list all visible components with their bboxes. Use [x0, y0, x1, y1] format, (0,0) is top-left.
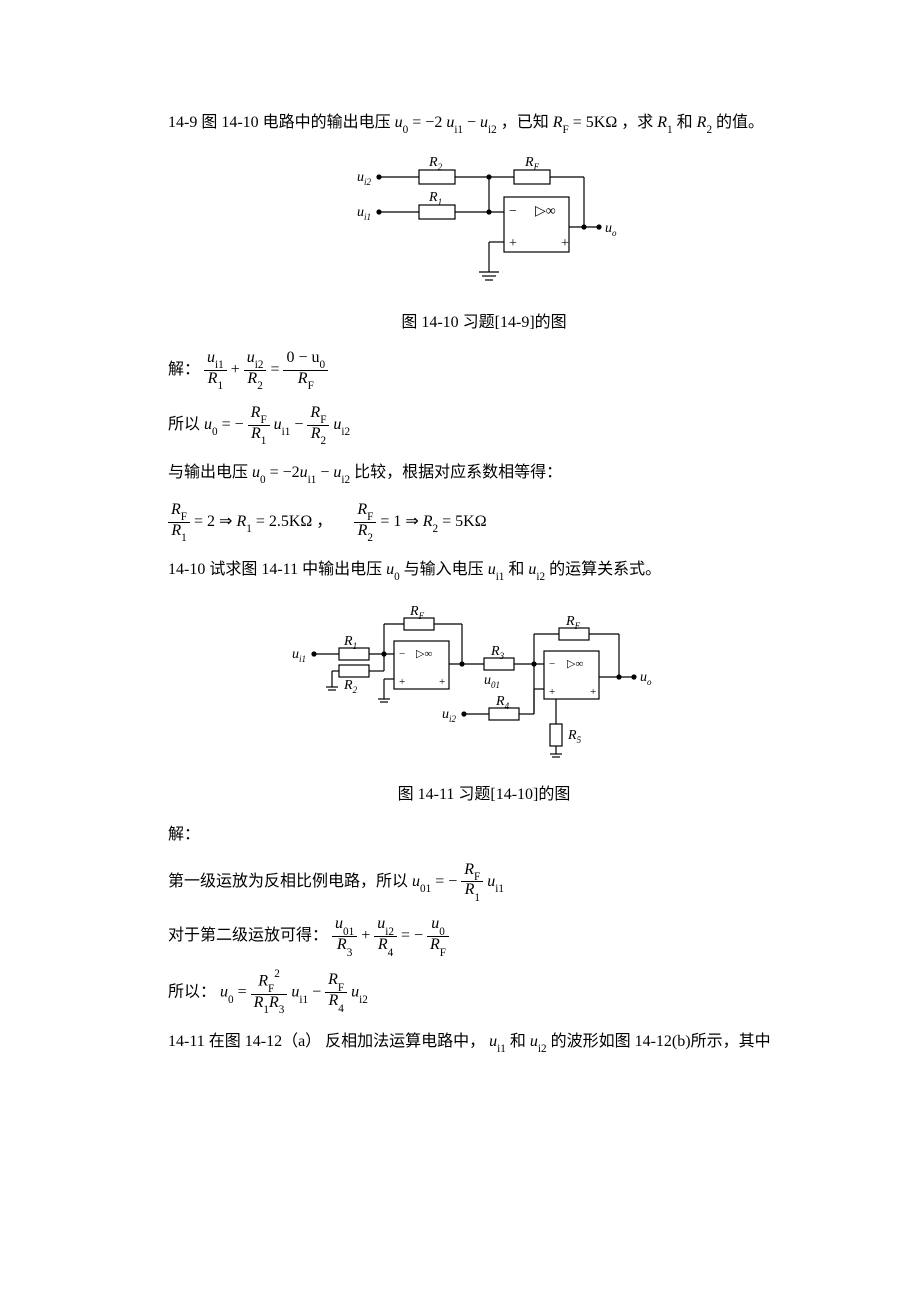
- svg-text:+: +: [509, 236, 517, 251]
- problem-14-9: 14-9 图 14-10 电路中的输出电压 u0 = −2 ui1 − ui2 …: [168, 110, 800, 138]
- figure-14-11: ui1 R1 R2 RF − + ▷∞ + R3 u01 ui2 R4 RF −…: [168, 599, 800, 774]
- svg-text:−: −: [509, 204, 517, 219]
- svg-text:+: +: [590, 686, 596, 698]
- solve-14-10-stage2: 对于第二级运放可得： u01R3 + ui2R4 = − u0RF: [168, 916, 800, 957]
- solve-14-9-eq1: 解： ui1R1 + ui2R2 = 0 − u0RF: [168, 350, 800, 391]
- svg-text:ui1: ui1: [357, 205, 371, 222]
- svg-text:R1: R1: [428, 190, 442, 207]
- svg-text:+: +: [399, 676, 405, 688]
- svg-text:R3: R3: [490, 644, 505, 661]
- figure-14-11-caption: 图 14-11 习题[14-10]的图: [168, 780, 800, 804]
- problem-14-11: 14-11 在图 14-12（a） 反相加法运算电路中， ui1 和 ui2 的…: [168, 1029, 800, 1057]
- svg-text:+: +: [549, 686, 555, 698]
- svg-text:ui2: ui2: [357, 170, 372, 187]
- figure-14-10-caption: 图 14-10 习题[14-9]的图: [168, 308, 800, 332]
- svg-text:−: −: [399, 648, 405, 660]
- svg-text:u01: u01: [484, 673, 500, 690]
- circuit-diagram-14-10: ui2 ui1 R2 R1 RF − + ▷∞ + uo: [339, 152, 629, 302]
- svg-text:R5: R5: [567, 728, 582, 745]
- svg-text:+: +: [439, 676, 445, 688]
- figure-14-10: ui2 ui1 R2 R1 RF − + ▷∞ + uo: [168, 152, 800, 302]
- svg-text:uo: uo: [640, 670, 652, 687]
- svg-text:R2: R2: [343, 678, 358, 695]
- solve-14-10-jie: 解：: [168, 822, 800, 848]
- solve-14-9-compare: 与输出电压 u0 = −2ui1 − ui2 比较，根据对应系数相等得：: [168, 460, 800, 488]
- solve-14-10-final: 所以： u0 = RF2 R1R3 ui1 − RFR4 ui2: [168, 971, 800, 1014]
- solve-14-10-stage1: 第一级运放为反相比例电路，所以 u01 = − RFR1 ui1: [168, 862, 800, 903]
- svg-text:RF: RF: [409, 604, 425, 621]
- solve-14-9-eq3: RFR1 = 2 ⇒ R1 = 2.5KΩ ， RFR2 = 1 ⇒ R2 = …: [168, 502, 800, 543]
- svg-text:ui1: ui1: [292, 647, 306, 664]
- solve-14-9-eq2: 所以 u0 = − RFR1 ui1 − RFR2 ui2: [168, 405, 800, 446]
- svg-text:R1: R1: [343, 634, 357, 651]
- svg-text:▷∞: ▷∞: [535, 204, 556, 219]
- svg-text:RF: RF: [565, 614, 581, 631]
- page: 14-9 图 14-10 电路中的输出电压 u0 = −2 ui1 − ui2 …: [0, 0, 920, 1302]
- svg-text:uo: uo: [605, 221, 617, 238]
- svg-text:RF: RF: [524, 155, 540, 172]
- svg-text:R4: R4: [495, 694, 510, 711]
- svg-text:+: +: [561, 236, 569, 251]
- svg-text:▷∞: ▷∞: [567, 658, 583, 670]
- svg-text:ui2: ui2: [442, 707, 457, 724]
- circuit-diagram-14-11: ui1 R1 R2 RF − + ▷∞ + R3 u01 ui2 R4 RF −…: [284, 599, 684, 774]
- svg-text:▷∞: ▷∞: [416, 648, 432, 660]
- problem-14-10: 14-10 试求图 14-11 中输出电压 u0 与输入电压 ui1 和 ui2…: [168, 557, 800, 585]
- svg-text:R2: R2: [428, 155, 443, 172]
- svg-text:−: −: [549, 658, 555, 670]
- text: 14-9 图 14-10 电路中的输出电压: [168, 114, 391, 131]
